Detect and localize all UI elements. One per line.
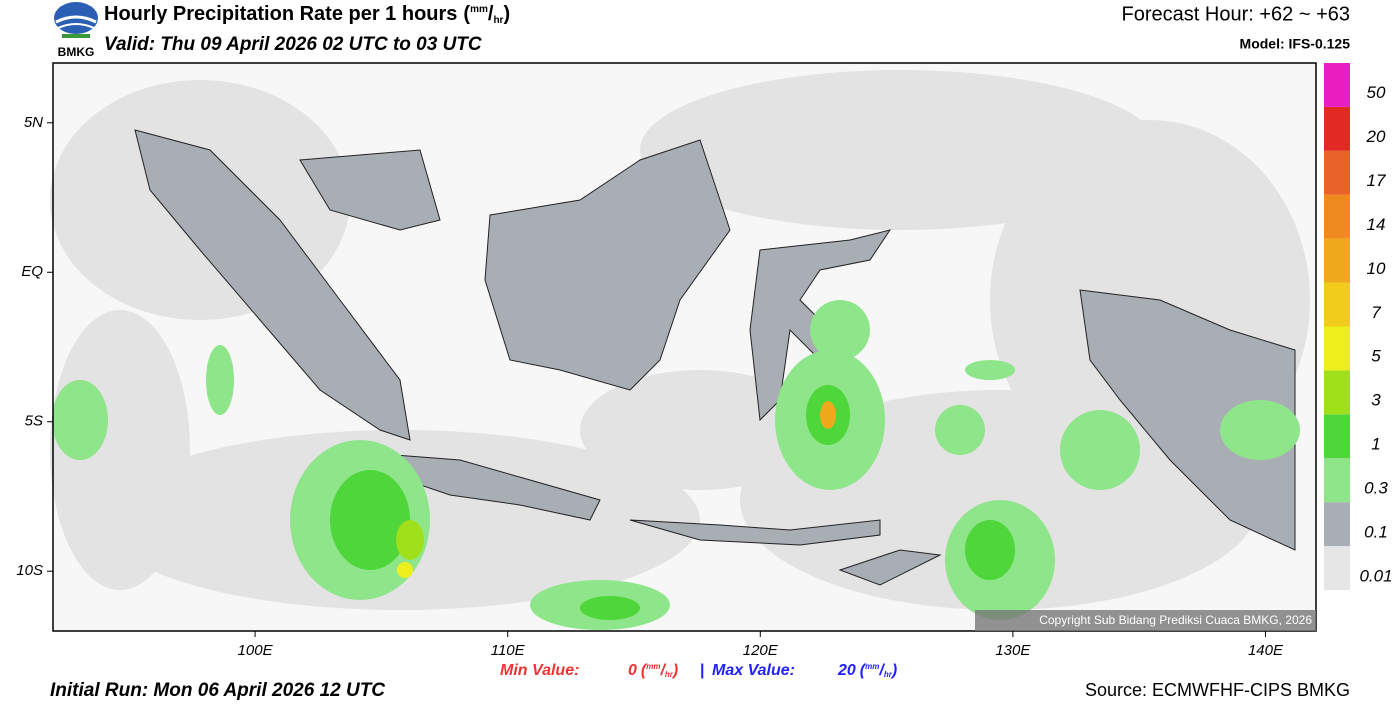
copyright: Copyright Sub Bidang Prediksi Cuaca BMKG… bbox=[1039, 613, 1312, 627]
unit-num: mm bbox=[865, 662, 879, 671]
unit-num: mm bbox=[470, 4, 488, 15]
valid-time: Valid: Thu 09 April 2026 02 UTC to 03 UT… bbox=[104, 34, 482, 55]
color-swatch bbox=[1324, 150, 1350, 195]
map-frame bbox=[52, 62, 1317, 632]
level-label: 14 bbox=[1367, 215, 1386, 234]
unit-open: ( bbox=[641, 662, 648, 679]
copyright-box bbox=[975, 610, 1316, 631]
ticks: 100E 110E 120E 130E 140E 5N EQ 5S 10S bbox=[16, 114, 1284, 659]
min-label: Min Value: bbox=[500, 662, 579, 679]
color-swatch bbox=[1324, 63, 1350, 107]
max-number: 20 bbox=[837, 662, 856, 679]
y-tick-label: 10S bbox=[16, 562, 43, 579]
level-label: 10 bbox=[1367, 259, 1386, 278]
unit-close: ) bbox=[503, 3, 510, 25]
initial-run: Initial Run: Mon 06 April 2026 12 UTC bbox=[50, 680, 385, 701]
unit-den: hr bbox=[884, 670, 893, 679]
color-swatch bbox=[1324, 106, 1350, 151]
color-swatch bbox=[1324, 194, 1350, 239]
unit-open: ( bbox=[463, 3, 470, 25]
max-label: Max Value: bbox=[712, 662, 795, 679]
source: Source: ECMWFHF-CIPS BMKG bbox=[1085, 680, 1350, 700]
level-label: 50 bbox=[1367, 83, 1386, 102]
x-tick-label: 130E bbox=[995, 642, 1031, 659]
color-swatch bbox=[1324, 282, 1350, 327]
logo: BMKG bbox=[54, 2, 98, 59]
level-label: 1 bbox=[1371, 435, 1380, 454]
level-label: 0.3 bbox=[1364, 478, 1388, 497]
color-swatch bbox=[1324, 326, 1350, 371]
unit-slash: / bbox=[659, 662, 666, 679]
separator: | bbox=[700, 662, 704, 679]
logo-text: BMKG bbox=[58, 45, 95, 59]
min-value: 0 (mm/hr) bbox=[628, 662, 678, 679]
y-tick-label: 5S bbox=[25, 413, 43, 430]
map: Copyright Sub Bidang Prediksi Cuaca BMKG… bbox=[50, 62, 1317, 632]
colorbar: 0.01 0.1 0.3 1 3 5 7 10 14 17 20 50 bbox=[1324, 63, 1393, 590]
level-label: 5 bbox=[1371, 347, 1381, 366]
color-swatch bbox=[1324, 414, 1350, 459]
color-swatch bbox=[1324, 546, 1350, 590]
unit-slash: / bbox=[488, 3, 494, 25]
level-label: 7 bbox=[1371, 303, 1381, 322]
unit-open: ( bbox=[860, 662, 867, 679]
level-label: 0.01 bbox=[1359, 566, 1392, 585]
color-swatch bbox=[1324, 502, 1350, 547]
level-label: 17 bbox=[1367, 171, 1386, 190]
unit-num: mm bbox=[646, 662, 660, 671]
forecast-hour: Forecast Hour: +62 ~ +63 bbox=[1122, 3, 1350, 25]
unit-slash: / bbox=[878, 662, 885, 679]
level-label: 3 bbox=[1371, 391, 1381, 410]
unit-den: hr bbox=[665, 670, 674, 679]
unit-close: ) bbox=[890, 662, 897, 679]
color-swatch bbox=[1324, 458, 1350, 503]
x-tick-label: 120E bbox=[743, 642, 779, 659]
title-text: Hourly Precipitation Rate per 1 hours bbox=[104, 3, 457, 25]
level-label: 20 bbox=[1366, 127, 1386, 146]
color-swatch bbox=[1324, 370, 1350, 415]
y-tick-label: EQ bbox=[21, 263, 43, 280]
x-tick-label: 110E bbox=[491, 642, 526, 659]
land bbox=[134, 129, 1296, 586]
title: Hourly Precipitation Rate per 1 hours (mm… bbox=[104, 3, 510, 25]
unit-close: ) bbox=[671, 662, 678, 679]
x-tick-label: 100E bbox=[238, 642, 274, 659]
rain-areas bbox=[52, 300, 1300, 630]
level-label: 0.1 bbox=[1364, 522, 1388, 541]
unit-den: hr bbox=[493, 15, 503, 26]
max-value: 20 (mm/hr) bbox=[837, 662, 897, 679]
color-swatch bbox=[1324, 238, 1350, 283]
min-number: 0 bbox=[628, 662, 637, 679]
x-tick-label: 140E bbox=[1248, 642, 1284, 659]
y-tick-label: 5N bbox=[24, 114, 43, 131]
model: Model: IFS-0.125 bbox=[1240, 36, 1351, 52]
